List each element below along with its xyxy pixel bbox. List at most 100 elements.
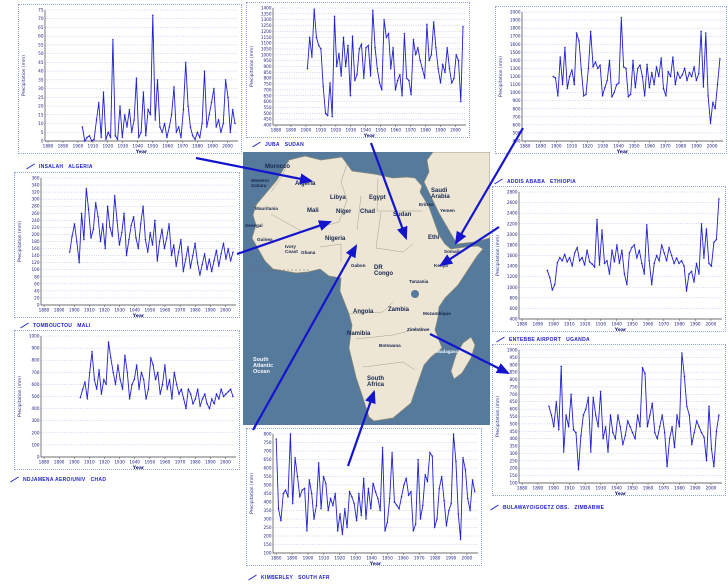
line-sample-icon	[494, 178, 503, 185]
svg-text:35: 35	[38, 77, 44, 82]
station-caption-text: ENTEBBE AIRPORT UGANDA	[509, 336, 590, 343]
svg-text:1950: 1950	[627, 322, 638, 327]
svg-text:100: 100	[32, 442, 40, 447]
svg-text:Precipitation (mm): Precipitation (mm)	[495, 235, 501, 276]
svg-text:300: 300	[32, 418, 40, 423]
svg-text:1890: 1890	[54, 460, 65, 465]
svg-text:1960: 1960	[160, 460, 171, 465]
series-line-kimberley-south-africa	[275, 433, 476, 540]
svg-text:2800: 2800	[507, 190, 518, 195]
svg-text:140: 140	[32, 253, 40, 258]
svg-text:100: 100	[510, 481, 518, 486]
svg-text:750: 750	[264, 440, 272, 445]
svg-text:1890: 1890	[533, 322, 544, 327]
svg-text:1980: 1980	[674, 322, 685, 327]
series-markers-juba-sudan	[306, 8, 464, 118]
svg-text:2000: 2000	[707, 144, 718, 149]
svg-text:800: 800	[510, 377, 518, 382]
station-caption-entebbe-airport-uganda: ENTEBBE AIRPORT UGANDA	[496, 336, 590, 343]
svg-text:700: 700	[510, 392, 518, 397]
svg-text:500: 500	[513, 130, 521, 135]
lake-victoria	[411, 290, 419, 298]
series-markers-insalah-algeria	[81, 14, 236, 142]
svg-text:1910: 1910	[88, 144, 99, 149]
svg-text:1930: 1930	[598, 144, 609, 149]
svg-text:1800: 1800	[510, 26, 521, 31]
svg-text:950: 950	[510, 355, 518, 360]
svg-text:600: 600	[513, 122, 521, 127]
chart-entebbe-airport-uganda: 400 600 800 1000 1200 1400 1600 1800 2000 2200 240…	[492, 186, 726, 333]
svg-text:Year: Year	[363, 133, 376, 139]
svg-text:2000: 2000	[507, 232, 518, 237]
svg-text:1940: 1940	[611, 486, 622, 491]
map-label-niger: Niger	[336, 209, 352, 215]
svg-text:950: 950	[264, 58, 272, 63]
svg-text:800: 800	[264, 76, 272, 81]
svg-text:200: 200	[32, 430, 40, 435]
svg-text:320: 320	[32, 190, 40, 195]
svg-text:850: 850	[510, 370, 518, 375]
svg-text:160: 160	[32, 246, 40, 251]
svg-text:1890: 1890	[535, 144, 546, 149]
svg-text:1960: 1960	[390, 128, 401, 133]
svg-text:450: 450	[264, 491, 272, 496]
map-label-mali: Mali	[307, 208, 319, 214]
svg-text:Year: Year	[614, 327, 627, 333]
svg-text:Precipitation (mm): Precipitation (mm)	[498, 56, 504, 97]
svg-text:200: 200	[264, 534, 272, 539]
map-label-mauritania: Mauritania	[255, 206, 278, 211]
svg-text:600: 600	[264, 466, 272, 471]
map-label-south: South Africa	[367, 376, 385, 389]
chart-addis-ababa-ethiopia: 400 500 600 700 800 900 1000 1100 1200 1300 1400 15…	[495, 6, 727, 155]
svg-text:550: 550	[264, 474, 272, 479]
svg-text:1930: 1930	[350, 556, 361, 561]
svg-text:650: 650	[264, 457, 272, 462]
svg-text:850: 850	[264, 70, 272, 75]
station-caption-text: KIMBERLEY SOUTH AFR	[261, 574, 330, 581]
series-markers-entebbe-airport-uganda	[546, 197, 720, 292]
svg-text:1300: 1300	[261, 17, 272, 22]
svg-text:60: 60	[38, 34, 44, 39]
africa-map: Morocco Western Sahara Algeria Libya Egypt Sa…	[243, 152, 490, 425]
svg-text:1980: 1980	[674, 486, 685, 491]
svg-text:1990: 1990	[205, 460, 216, 465]
country-borders	[270, 160, 422, 371]
svg-text:1600: 1600	[510, 42, 521, 47]
svg-text:400: 400	[264, 123, 272, 128]
svg-text:1990: 1990	[207, 144, 218, 149]
svg-text:1200: 1200	[507, 274, 518, 279]
svg-text:1910: 1910	[564, 486, 575, 491]
svg-text:1970: 1970	[414, 556, 425, 561]
svg-text:1990: 1990	[435, 128, 446, 133]
line-sample-icon	[490, 504, 499, 511]
chart-ndjamena-chad: 0 100 200 300 400 500 600 700 800 900 1000 1880 1890…	[14, 330, 240, 471]
map-label-ghana: Ghana	[301, 250, 316, 255]
svg-text:1000: 1000	[507, 285, 518, 290]
station-caption-tombouctou-mali: TOMBOUCTOU MALI	[20, 322, 91, 329]
station-caption-ndjamena-chad: NDJAMENA AERO/UNIV CHAD	[10, 476, 106, 483]
svg-text:Year: Year	[616, 149, 629, 155]
svg-text:1930: 1930	[114, 460, 125, 465]
svg-text:30: 30	[38, 86, 44, 91]
svg-text:2000: 2000	[220, 460, 231, 465]
chart-plot-tombouctou-mali: 0 20 40 60 80 100 120 140 160 180 200 220 240 260 280 3…	[17, 176, 236, 319]
map-label-nigeria: Nigeria	[325, 236, 346, 242]
map-label-botswana: Botswana	[379, 343, 401, 348]
map-label-ivory: Ivory Coast	[285, 244, 298, 254]
map-label-angola: Angola	[353, 309, 374, 315]
svg-text:120: 120	[32, 260, 40, 265]
chart-plot-insalah-algeria: 0 5 10 15 20 25 30 35 40 45 50 55 60 65 70 75 1880 1890 19…	[21, 8, 238, 155]
station-caption-text: ADDIS ABABA ETHIOPIA	[507, 178, 577, 185]
svg-text:700: 700	[32, 370, 40, 375]
svg-text:1940: 1940	[366, 556, 377, 561]
svg-text:1990: 1990	[205, 308, 216, 313]
series-markers-kimberley-south-africa	[275, 433, 476, 541]
svg-text:15: 15	[38, 112, 44, 117]
svg-text:1910: 1910	[567, 144, 578, 149]
svg-text:100: 100	[264, 551, 272, 556]
svg-text:1910: 1910	[319, 556, 330, 561]
svg-text:1930: 1930	[595, 322, 606, 327]
svg-text:1980: 1980	[676, 144, 687, 149]
line-sample-icon	[26, 163, 35, 170]
station-caption-text: BULAWAYO/GOETZ OBS. ZIMBABWE	[503, 504, 605, 511]
